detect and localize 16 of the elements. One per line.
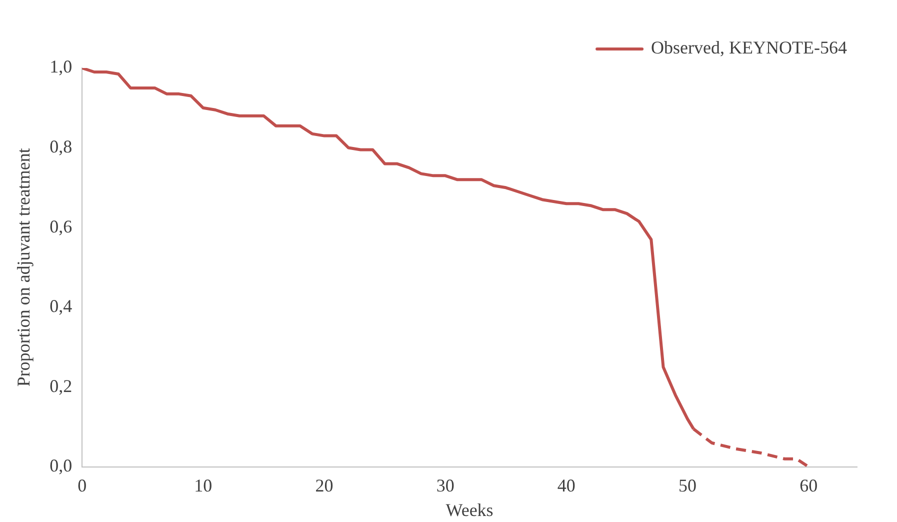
x-axis-title: Weeks: [446, 500, 494, 520]
y-tick-label: 0,0: [50, 456, 72, 476]
x-tick-label: 20: [315, 475, 334, 496]
y-tick-label: 1,0: [50, 56, 72, 77]
x-tick-label: 10: [194, 475, 212, 496]
x-tick-label: 30: [436, 475, 454, 496]
y-tick-label: 0,2: [50, 376, 72, 396]
x-tick-label: 0: [78, 475, 87, 496]
y-axis-title: Proportion on adjuvant treatment: [14, 148, 34, 387]
y-tick-label: 0,6: [50, 216, 72, 236]
x-tick-label: 50: [678, 475, 696, 496]
legend-label: Observed, KEYNOTE-564: [651, 38, 847, 58]
y-tick-label: 0,4: [50, 296, 72, 316]
y-tick-label: 0,8: [50, 136, 72, 156]
x-tick-label: 40: [557, 475, 576, 496]
x-tick-label: 60: [800, 475, 818, 496]
